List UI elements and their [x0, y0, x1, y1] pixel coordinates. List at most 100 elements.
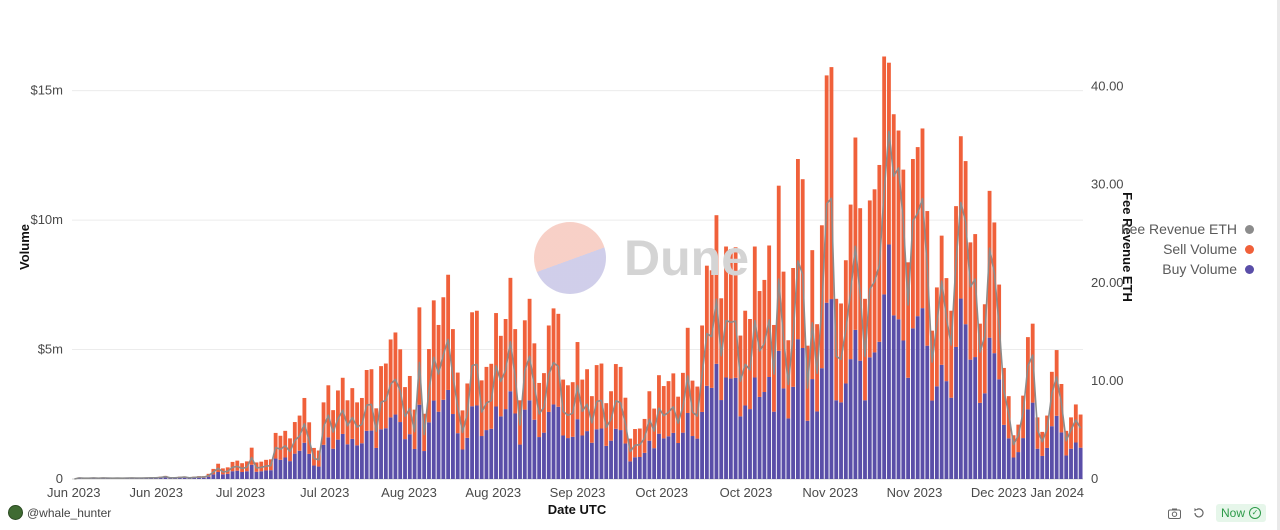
buy-volume-bar [1021, 438, 1026, 479]
sell-volume-bar [1040, 431, 1045, 456]
buy-volume-bar [1064, 455, 1069, 479]
legend-item-buy[interactable]: Buy Volume [1121, 259, 1254, 279]
legend-item-sell[interactable]: Sell Volume [1121, 239, 1254, 259]
buy-volume-bar [374, 447, 379, 479]
buy-volume-bar [997, 379, 1002, 479]
buy-volume-bar [781, 388, 786, 479]
sell-volume-bar [393, 332, 398, 415]
sell-volume-bar [585, 369, 589, 432]
sell-volume-bar [503, 319, 508, 410]
buy-volume-bar [561, 435, 566, 479]
sell-volume-bar [958, 136, 963, 299]
sell-volume-bar [968, 242, 973, 360]
footer-toolbar: Now ✓ [1160, 504, 1266, 522]
sell-volume-bar [326, 385, 331, 438]
y-tick-label: $10m [30, 212, 63, 227]
sell-volume-bar [767, 245, 772, 377]
sell-volume-bar [666, 381, 671, 437]
buy-volume-bar [642, 452, 647, 479]
buy-volume-bar [733, 377, 738, 479]
buy-volume-bar [652, 448, 657, 479]
sell-volume-bar [1011, 435, 1016, 458]
buy-volume-bar [1069, 448, 1073, 479]
avatar [8, 505, 23, 520]
refresh-icon[interactable] [1190, 504, 1208, 522]
buy-volume-bar [743, 405, 748, 479]
sell-volume-bar [1069, 417, 1073, 449]
buy-volume-bar [633, 457, 637, 479]
buy-volume-bar [987, 337, 992, 479]
sell-volume-bar [273, 432, 278, 459]
sell-volume-bar [470, 312, 475, 407]
buy-volume-bar [283, 457, 288, 479]
sell-volume-bar [350, 388, 355, 439]
buy-volume-bar [532, 419, 537, 479]
sell-volume-bar [259, 461, 264, 472]
sell-volume-bar [388, 339, 393, 418]
buy-volume-bar [570, 436, 575, 479]
buy-volume-bar [312, 465, 316, 479]
sell-volume-bar [527, 298, 532, 401]
buy-volume-bar [441, 399, 446, 479]
buy-volume-bar [427, 422, 431, 479]
buy-volume-bar [187, 478, 192, 479]
buy-volume-bar [192, 477, 197, 479]
buy-volume-bar [666, 436, 671, 479]
buy-volume-bar [982, 393, 987, 479]
buy-volume-bar [235, 470, 240, 479]
sell-volume-bar [1078, 414, 1083, 448]
x-tick-label: Jun 2023 [130, 485, 184, 500]
buy-volume-bar [412, 448, 417, 479]
buy-volume-bar [700, 411, 704, 479]
buy-volume-bar [786, 418, 791, 479]
x-tick-label: Jun 2023 [47, 485, 101, 500]
buy-volume-bar [1040, 455, 1045, 479]
y-tick-label: 0 [56, 471, 63, 486]
sell-volume-bar [963, 161, 968, 325]
sell-volume-bar [417, 307, 422, 405]
buy-volume-bar [436, 411, 441, 479]
buy-volume-bar [867, 357, 872, 479]
now-status-badge[interactable]: Now ✓ [1215, 504, 1266, 522]
buy-volume-bar [407, 434, 412, 479]
buy-volume-bar [350, 438, 355, 479]
buy-volume-bar [800, 348, 805, 479]
buy-volume-bar [795, 339, 800, 479]
buy-volume-bar [1002, 424, 1006, 479]
sell-volume-bar [982, 304, 987, 394]
sell-volume-bar [264, 459, 268, 471]
buy-volume-bar [364, 430, 369, 479]
sell-volume-bar [1045, 415, 1049, 448]
buy-volume-bar [1035, 448, 1040, 479]
buy-volume-bar [465, 437, 470, 479]
camera-icon[interactable] [1166, 504, 1184, 522]
sell-volume-bar [383, 363, 388, 429]
buy-volume-bar [776, 350, 781, 479]
buy-volume-bar [843, 383, 848, 479]
sell-volume-bar [733, 247, 738, 378]
sell-volume-bar [887, 62, 891, 245]
buy-volume-bar [451, 414, 455, 479]
sell-volume-bar [359, 397, 364, 444]
sell-volume-bar [364, 370, 369, 431]
author-credit[interactable]: @whale_hunter [8, 505, 111, 520]
buy-volume-bar [556, 406, 561, 479]
sell-volume-bar [556, 313, 561, 407]
legend-item-fee[interactable]: Fee Revenue ETH [1121, 219, 1254, 239]
dune-logo-icon [534, 222, 606, 294]
buy-volume-bar [369, 430, 374, 479]
sell-volume-bar [882, 56, 887, 295]
buy-volume-bar [268, 470, 273, 479]
sell-volume-bar [474, 310, 479, 406]
sell-volume-bar [546, 325, 551, 412]
buy-volume-bar [273, 458, 278, 479]
sell-volume-bar [915, 147, 920, 317]
sell-volume-bar [853, 137, 858, 330]
sell-volume-bar [901, 169, 906, 341]
buy-volume-bar [1011, 457, 1016, 479]
scrollbar-edge[interactable] [1277, 0, 1280, 530]
buy-volume-bar [628, 461, 633, 479]
buy-volume-bar [767, 376, 772, 479]
sell-volume-bar [522, 320, 527, 410]
buy-volume-bar [431, 400, 436, 479]
